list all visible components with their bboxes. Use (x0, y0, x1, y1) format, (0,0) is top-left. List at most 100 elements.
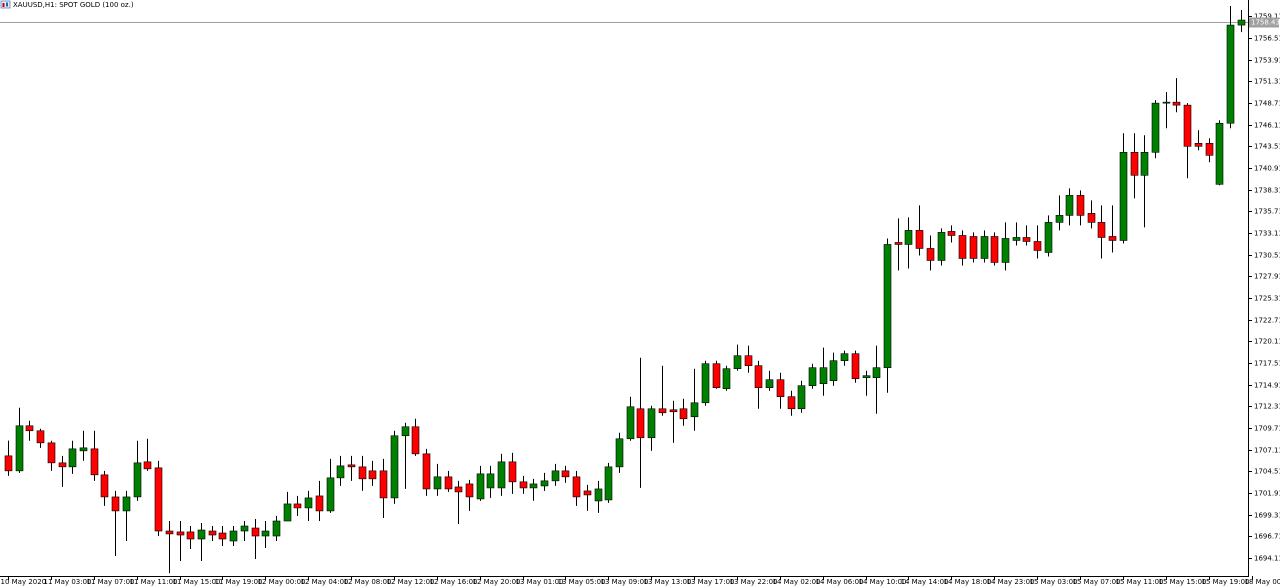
candle-body-down (894, 242, 903, 245)
candle-body-down (1194, 143, 1203, 147)
candle-body-up (1055, 215, 1064, 223)
candle-body-up (229, 530, 238, 542)
candle-body-down (1076, 195, 1085, 216)
candle-body-up (626, 406, 635, 440)
x-tick-label: 14 May 06:00 (816, 578, 864, 586)
candle-body-down (90, 448, 99, 476)
y-tick-label: 1730.51 (1254, 252, 1280, 260)
candle-body-up (1001, 238, 1010, 263)
x-tick-label: 18 May 00:00 (1245, 578, 1280, 586)
candle-body-down (58, 462, 67, 468)
candle-body-down (208, 530, 217, 536)
x-tick-label: 11 May 19:00 (215, 578, 263, 586)
candle-body-up (862, 375, 871, 378)
candle-body-down (368, 470, 377, 480)
candle-body-up (390, 435, 399, 499)
candle-body-up (401, 426, 410, 437)
y-tick-label: 1746.11 (1254, 122, 1280, 130)
y-tick-label: 1735.71 (1254, 208, 1280, 216)
candle-body-down (969, 236, 978, 259)
x-tick-label: 12 May 00:00 (258, 578, 306, 586)
candle-body-up (819, 367, 828, 384)
candle-body-down (465, 483, 474, 498)
candle-body-up (1237, 19, 1246, 26)
candle-body-up (1140, 152, 1149, 176)
candle-body-up (197, 529, 206, 540)
candle-body-down (347, 464, 356, 468)
chart-icon (0, 0, 11, 9)
y-tick-label: 1756.51 (1254, 35, 1280, 43)
plot-area (0, 5, 1248, 574)
candle-body-up (79, 447, 88, 452)
candle-body-up (840, 353, 849, 361)
candle-body-down (583, 490, 592, 496)
candle-body-down (636, 408, 645, 439)
candle-body-up (1226, 24, 1235, 124)
candle-body-down (111, 496, 120, 512)
y-tick-label: 1701.91 (1254, 490, 1280, 498)
x-tick-label: 14 May 14:00 (901, 578, 949, 586)
candle-body-down (100, 474, 109, 498)
x-tick-label: 12 May 16:00 (430, 578, 478, 586)
y-tick-label: 1704.51 (1254, 468, 1280, 476)
x-tick-label: 11 May 07:00 (87, 578, 135, 586)
x-tick-label: 15 May 11:00 (1116, 578, 1164, 586)
x-tick-label: 15 May 15:00 (1159, 578, 1207, 586)
candle-body-down (379, 470, 388, 499)
candle-body-down (47, 442, 56, 464)
x-tick-label: 13 May 17:00 (687, 578, 735, 586)
candle-body-down (165, 530, 174, 535)
candle-body-down (293, 503, 302, 509)
candle-body-down (658, 408, 667, 414)
y-tick-label: 1694.11 (1254, 555, 1280, 563)
candle-body-up (883, 244, 892, 368)
y-tick-label: 1743.51 (1254, 143, 1280, 151)
candle-body-up (604, 466, 613, 501)
candle-body-down (1183, 104, 1192, 147)
candle-body-up (1012, 237, 1021, 241)
icon-bar (6, 2, 8, 7)
x-tick-label: 15 May 07:00 (1073, 578, 1121, 586)
candle-body-up (1151, 102, 1160, 153)
candle-body-up (647, 408, 656, 439)
candle-body-down (1130, 152, 1139, 176)
y-tick-label: 1748.71 (1254, 100, 1280, 108)
candle-body-down (251, 527, 260, 537)
candle-body-down (25, 425, 34, 432)
candle-body-up (1119, 152, 1128, 241)
candle-body-down (1022, 237, 1031, 242)
current-price-label: 1758.43 (1251, 19, 1280, 27)
x-tick-label: 11 May 15:00 (173, 578, 221, 586)
candle-body-down (218, 532, 227, 540)
candle-body-down (776, 379, 785, 397)
y-tick-label: 1699.31 (1254, 512, 1280, 520)
candle-body-up (133, 462, 142, 498)
candle-body-up (15, 425, 24, 472)
candle-body-up (336, 465, 345, 479)
candle-body-up (433, 476, 442, 490)
candle-body-up (1215, 122, 1224, 185)
candle-body-up (594, 488, 603, 502)
icon-box (0, 0, 11, 9)
y-tick-label: 1727.91 (1254, 273, 1280, 281)
y-tick-label: 1733.11 (1254, 230, 1280, 238)
x-tick-label: 13 May 22:00 (730, 578, 778, 586)
candle-body-down (508, 461, 517, 483)
axes (0, 0, 1249, 577)
x-tick-label: 12 May 08:00 (344, 578, 392, 586)
y-tick-label: 1722.71 (1254, 317, 1280, 325)
candle-body-down (572, 476, 581, 498)
candle-body-up (1044, 222, 1053, 253)
candle-body-up (615, 438, 624, 468)
candle-body-up (326, 477, 335, 512)
y-tick-label: 1707.11 (1254, 447, 1280, 455)
candle-body-up (551, 470, 560, 482)
candle-body-down (915, 230, 924, 249)
x-tick-label: 14 May 10:00 (859, 578, 907, 586)
candle-body-down (444, 476, 453, 490)
candle-body-down (1033, 241, 1042, 251)
candle-body-down (1172, 101, 1181, 106)
candle-body-down (947, 231, 956, 236)
candle-body-down (851, 353, 860, 379)
